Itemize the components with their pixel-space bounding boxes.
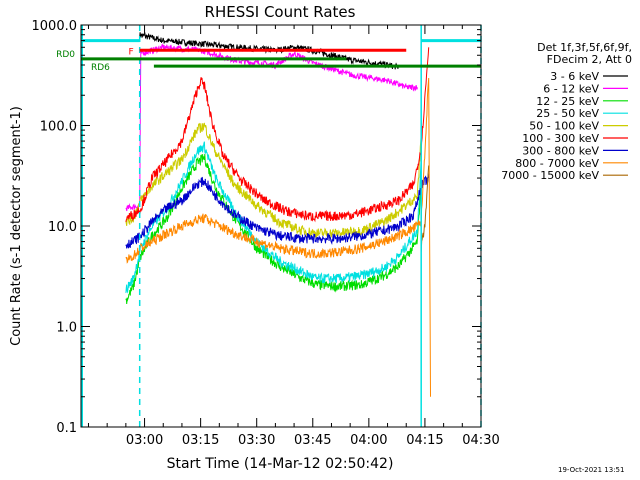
series-layer: [125, 32, 431, 397]
x-tick-label: 04:00: [350, 433, 387, 448]
x-tick-label: 03:00: [126, 433, 163, 448]
annotation-layer: F RD0 RD6: [56, 25, 482, 427]
y-tick-label: 1000.0: [32, 19, 78, 34]
legend-label: 100 - 300 keV: [522, 132, 599, 145]
annotation-label-rd6: RD6: [91, 63, 110, 73]
x-axis-label: Start Time (14-Mar-12 02:50:42): [167, 456, 394, 472]
series-25-50-kev: [125, 141, 422, 294]
legend-label: 3 - 6 keV: [550, 70, 599, 83]
series-6-12-kev: [125, 43, 418, 212]
annotation-label-rd0: RD0: [56, 50, 75, 60]
legend-label: 50 - 100 keV: [529, 120, 599, 133]
legend-header-line-1: Det 1f,3f,5f,6f,9f,: [537, 41, 632, 54]
axes-layer: 1000.0 100.0 10.0 1.0 0.1 03:00 03:15 03:30 03:4…: [32, 19, 500, 448]
y-tick-label: 1.0: [56, 321, 77, 336]
series-800-7000-kev: [125, 77, 431, 397]
x-tick-label: 04:30: [462, 433, 499, 448]
legend-header-line-2: FDecim 2, Att 0: [546, 53, 632, 66]
series-7000-15000-kev: [420, 165, 430, 252]
legend-label: 300 - 800 keV: [522, 144, 599, 157]
series-100-300-kev: [125, 47, 430, 223]
x-tick-label: 04:15: [406, 433, 443, 448]
chart-title: RHESSI Count Rates: [205, 3, 356, 21]
legend-label: 6 - 12 keV: [543, 82, 599, 95]
legend-label: 7000 - 15000 keV: [501, 169, 599, 182]
y-axis-label: Count Rate (s-1 detector segment-1): [9, 106, 24, 346]
x-tick-label: 03:45: [294, 433, 331, 448]
legend-label: 25 - 50 keV: [536, 107, 599, 120]
y-tick-label: 0.1: [56, 421, 77, 436]
legend-label: 800 - 7000 keV: [515, 157, 599, 170]
timestamp: 19-Oct-2021 13:51: [558, 466, 625, 474]
legend-label: 12 - 25 keV: [536, 95, 599, 108]
y-tick-label: 100.0: [40, 120, 77, 135]
x-tick-label: 03:15: [182, 433, 219, 448]
annotation-label-f: F: [129, 47, 134, 57]
x-tick-label: 03:30: [238, 433, 275, 448]
series-300-800-kev: [125, 173, 430, 249]
y-tick-label: 10.0: [48, 220, 77, 235]
